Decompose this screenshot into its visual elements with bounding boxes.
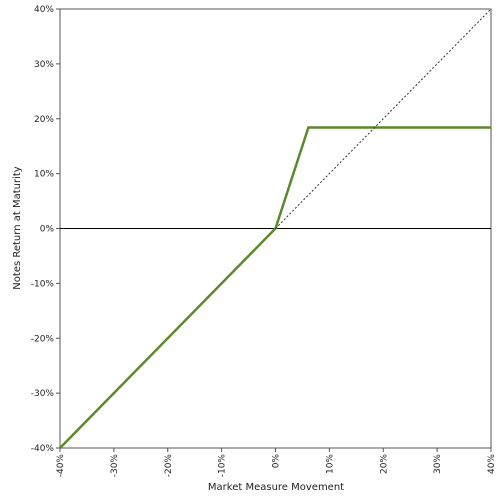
x-tick-label: 30% bbox=[433, 454, 443, 474]
x-tick-label: -30% bbox=[110, 454, 120, 478]
notes-return-line bbox=[59, 126, 491, 449]
x-tick-label: -40% bbox=[56, 454, 66, 478]
y-tick-label: -30% bbox=[31, 389, 55, 399]
x-tick-label: 10% bbox=[325, 454, 335, 474]
y-axis-title: Notes Return at Maturity bbox=[12, 166, 23, 289]
reference-diagonal-line bbox=[275, 8, 492, 229]
y-tick-label: 30% bbox=[34, 60, 54, 70]
y-tick-label: -10% bbox=[31, 279, 55, 289]
y-tick-label: 10% bbox=[34, 170, 54, 180]
y-tick-label: -20% bbox=[31, 334, 55, 344]
x-tick-label: -10% bbox=[218, 454, 228, 478]
y-tick-label: -40% bbox=[31, 444, 55, 454]
x-tick-label: 0% bbox=[272, 454, 282, 469]
y-tick-label: 40% bbox=[34, 5, 54, 15]
x-tick-label: 20% bbox=[379, 454, 389, 474]
x-tick-label: 40% bbox=[487, 454, 497, 474]
y-tick-label: 0% bbox=[40, 225, 55, 235]
x-axis-title: Market Measure Movement bbox=[208, 482, 344, 493]
y-tick-label: 20% bbox=[34, 115, 54, 125]
x-tick-label: -20% bbox=[164, 454, 174, 478]
